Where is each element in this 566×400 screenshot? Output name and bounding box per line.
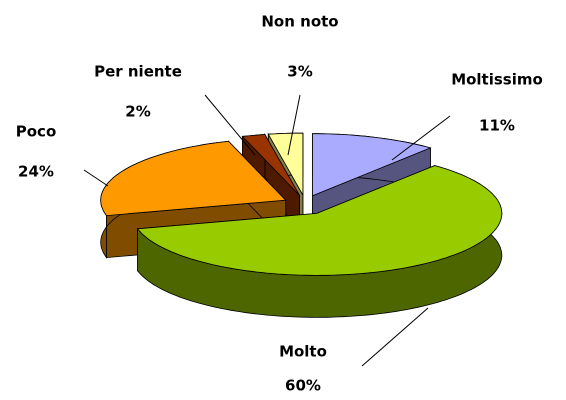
slice-label: Molto bbox=[279, 343, 327, 361]
leader-line bbox=[361, 307, 429, 367]
slice-label: Moltissimo bbox=[451, 71, 543, 89]
slice bbox=[100, 140, 287, 217]
leader-line bbox=[204, 94, 256, 156]
value-label: 24% bbox=[18, 163, 54, 181]
slice bbox=[267, 132, 304, 197]
leader-line bbox=[83, 169, 109, 187]
slice bbox=[136, 165, 503, 276]
slice-label: Non noto bbox=[261, 13, 338, 31]
value-label: 2% bbox=[125, 103, 150, 121]
slice-label: Poco bbox=[16, 123, 57, 141]
leader-line bbox=[391, 115, 451, 161]
leader-line bbox=[287, 94, 301, 156]
slice bbox=[312, 133, 432, 197]
slice-label: Per niente bbox=[94, 63, 182, 81]
value-label: 11% bbox=[479, 117, 515, 135]
value-label: 3% bbox=[287, 63, 312, 81]
value-label: 60% bbox=[285, 377, 321, 395]
slice bbox=[241, 134, 300, 196]
